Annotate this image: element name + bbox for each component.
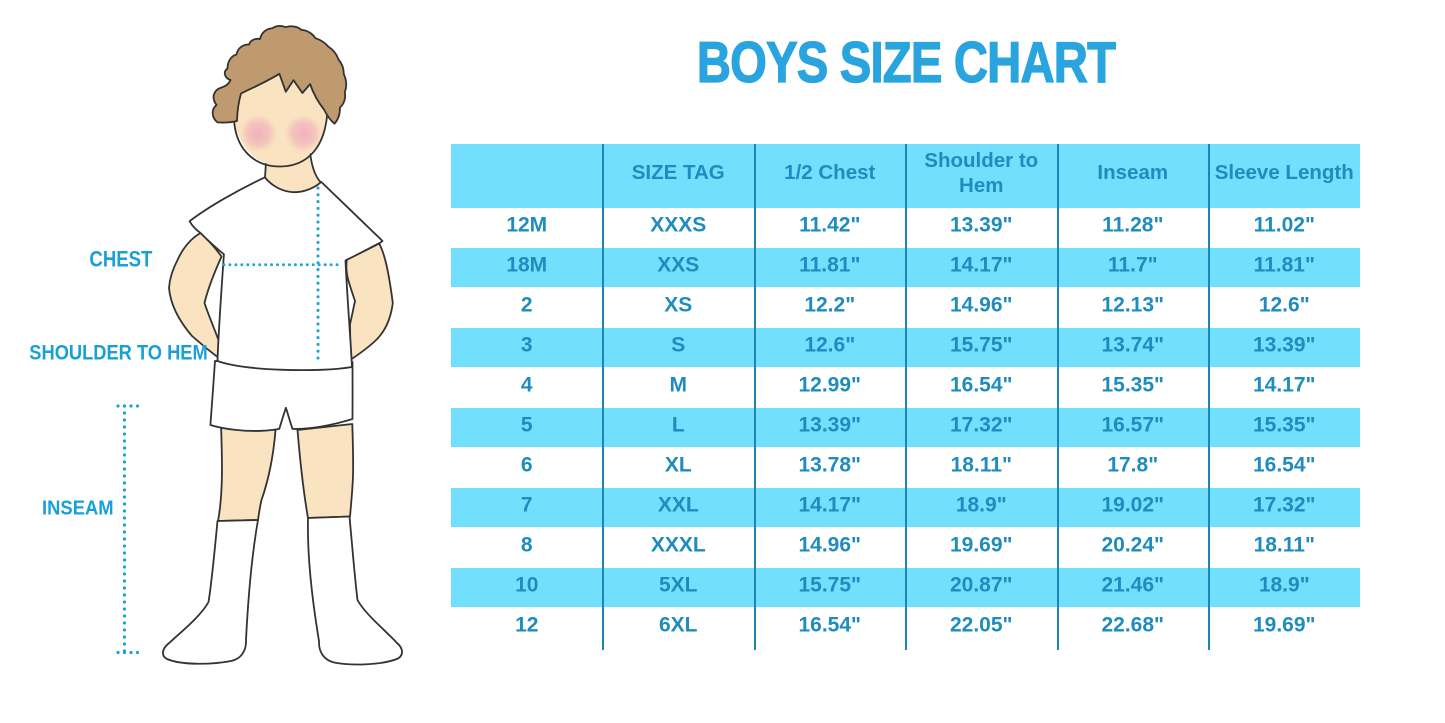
svg-text:SHOULDER TO HEM: SHOULDER TO HEM xyxy=(29,342,207,365)
svg-text:INSEAM: INSEAM xyxy=(42,497,114,519)
svg-text:CHEST: CHEST xyxy=(89,247,152,272)
